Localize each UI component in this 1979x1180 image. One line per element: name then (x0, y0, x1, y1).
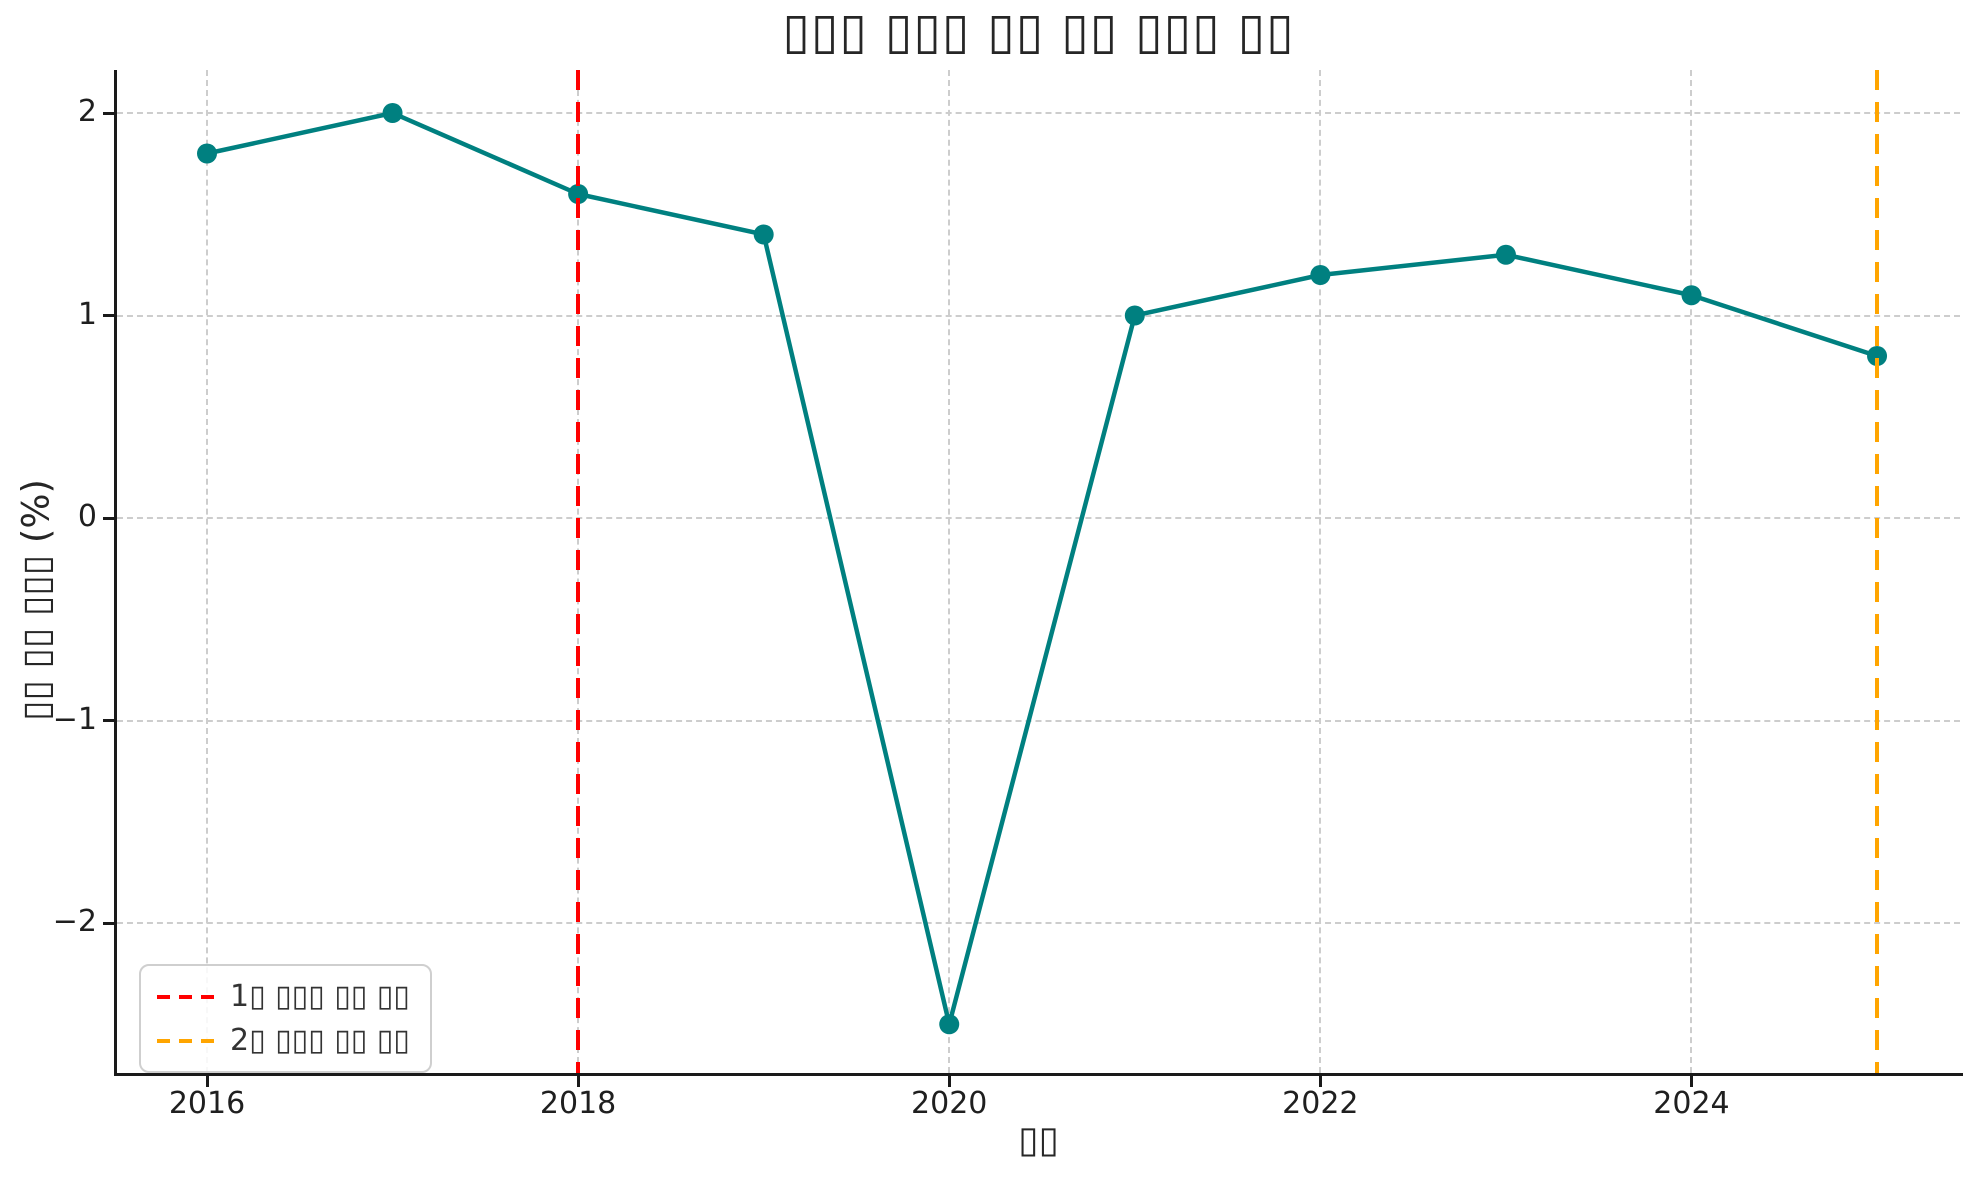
legend-entry-1: 1▯ ▯▯▯ ▯▯ ▯▯ (157, 979, 410, 1014)
x-tick-label-2016: 2016 (168, 1086, 246, 1121)
data-point-2023 (1495, 244, 1516, 265)
legend-entry-1-label: 1▯ ▯▯▯ ▯▯ ▯▯ (230, 979, 410, 1014)
red-dashed-line-swatch (157, 994, 214, 999)
x-tick-2020 (947, 1076, 951, 1087)
gridline-y-−2 (117, 922, 1960, 924)
data-point-2022 (1310, 265, 1331, 285)
event-vline-2 (1875, 70, 1880, 1073)
line-series (197, 103, 1888, 1035)
x-tick-label-2022: 2022 (1282, 1086, 1359, 1121)
gridline-y-−1 (117, 719, 1960, 722)
gridline-y-1 (117, 314, 1960, 317)
legend-entry-2-label: 2▯ ▯▯▯ ▯▯ ▯▯ (230, 1023, 410, 1058)
data-point-2021 (1124, 305, 1145, 326)
gridline-y-0 (117, 517, 1960, 519)
plot-area: 2 1 0 −1 −2 2016 2018 2020 2022 2024 1▯ ▯▯▯ ▯▯ ▯▯… (53, 70, 1963, 1121)
data-point-2020 (939, 1014, 960, 1035)
x-tick-2018 (576, 1076, 580, 1087)
legend-entry-2: 2▯ ▯▯▯ ▯▯ ▯▯ (157, 1023, 410, 1058)
x-axis-spine (114, 1073, 1963, 1076)
x-tick-2022 (1318, 1076, 1322, 1087)
gridline-x-2024 (1690, 70, 1693, 1073)
y-tick-−2 (103, 921, 114, 925)
y-tick-2 (103, 111, 114, 115)
y-tick-label-−1: −1 (52, 701, 97, 737)
y-tick-label-0: 0 (77, 499, 97, 534)
chart-title: ▯▯▯ ▯▯▯ ▯▯ ▯▯ ▯▯▯ ▯▯ (782, 2, 1295, 60)
data-point-2016 (197, 143, 217, 164)
y-tick-label-1: 1 (77, 296, 97, 332)
gridline-x-2022 (1319, 70, 1322, 1073)
y-tick-label-2: 2 (77, 94, 97, 129)
gridline-x-2020 (948, 70, 951, 1073)
gridline-y-2 (117, 112, 1960, 114)
annual-rate-line (204, 110, 1880, 1027)
orange-dashed-line-swatch (157, 1038, 214, 1043)
gridline-x-2016 (206, 70, 208, 1073)
data-point-2019 (753, 224, 774, 245)
x-tick-2016 (205, 1076, 209, 1087)
legend: 1▯ ▯▯▯ ▯▯ ▯▯ 2▯ ▯▯▯ ▯▯ ▯▯ (139, 964, 432, 1073)
event-vline-1 (576, 70, 581, 1073)
y-tick-0 (103, 516, 114, 520)
data-point-2017 (382, 103, 403, 123)
y-tick-label-−2: −2 (52, 904, 97, 939)
x-tick-2024 (1689, 1076, 1693, 1087)
x-tick-label-2020: 2020 (911, 1086, 988, 1121)
x-axis-label: ▯▯ (1018, 1118, 1059, 1161)
x-tick-label-2018: 2018 (539, 1086, 617, 1121)
data-point-2024 (1681, 285, 1702, 306)
y-tick-−1 (103, 719, 114, 722)
y-tick-1 (103, 314, 114, 317)
y-axis-spine (114, 70, 117, 1076)
x-tick-label-2024: 2024 (1653, 1086, 1730, 1121)
